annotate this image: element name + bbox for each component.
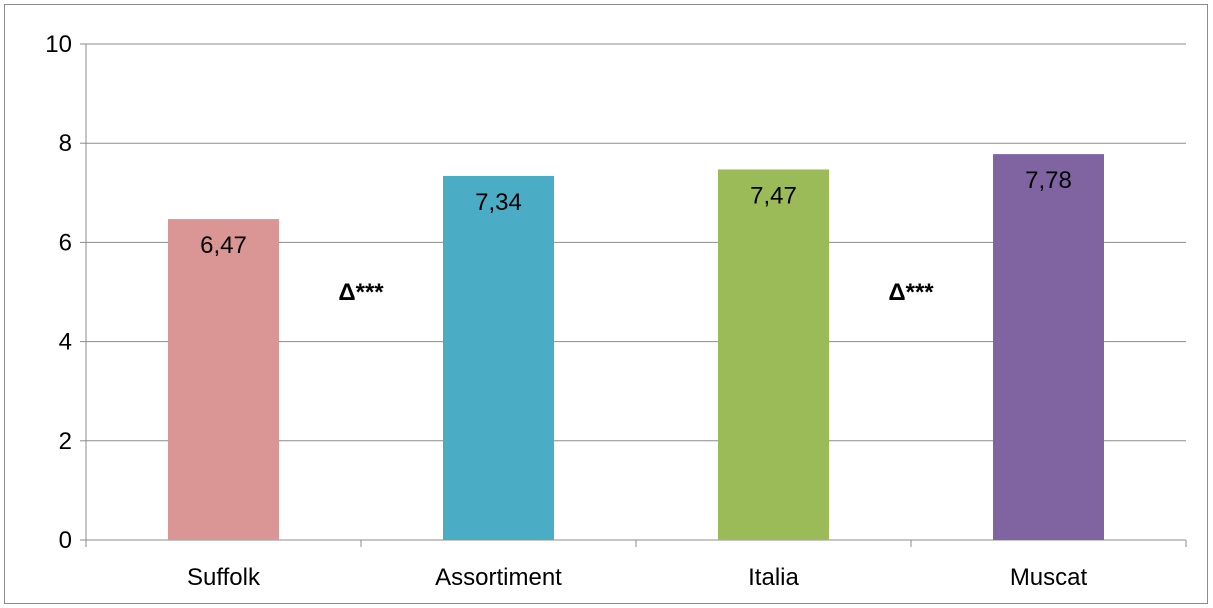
data-labels: 6,47 7,34 7,47 7,78 <box>200 167 1072 259</box>
bar-suffolk <box>168 219 279 540</box>
chart-frame: 0 2 4 6 8 10 Suffolk Assortiment Italia Muscat 6,… <box>4 4 1208 604</box>
data-label-muscat: 7,78 <box>1025 167 1072 194</box>
annotations: Δ*** Δ*** <box>338 279 934 306</box>
y-tick-label-4: 4 <box>59 329 72 356</box>
x-tick-label-suffolk: Suffolk <box>187 564 261 591</box>
y-tick-label-8: 8 <box>59 130 72 157</box>
data-label-suffolk: 6,47 <box>200 232 247 259</box>
y-tick-label-10: 10 <box>45 31 72 58</box>
y-tick-label-2: 2 <box>59 428 72 455</box>
significance-annotation-2: Δ*** <box>888 279 934 306</box>
axes: 0 2 4 6 8 10 Suffolk Assortiment Italia Muscat <box>45 31 1187 591</box>
y-tick-label-6: 6 <box>59 229 72 256</box>
bar-chart: 0 2 4 6 8 10 Suffolk Assortiment Italia Muscat 6,… <box>45 31 1187 591</box>
data-label-assortiment: 7,34 <box>475 189 522 216</box>
bar-assortiment <box>443 175 554 540</box>
x-tick-label-muscat: Muscat <box>1010 564 1088 591</box>
x-tick-label-italia: Italia <box>748 564 799 591</box>
y-tick-label-0: 0 <box>59 527 72 554</box>
bar-italia <box>718 169 829 540</box>
data-label-italia: 7,47 <box>750 182 797 209</box>
significance-annotation-1: Δ*** <box>338 279 384 306</box>
bar-muscat <box>993 154 1104 540</box>
bars <box>168 154 1104 540</box>
x-tick-label-assortiment: Assortiment <box>435 564 562 591</box>
